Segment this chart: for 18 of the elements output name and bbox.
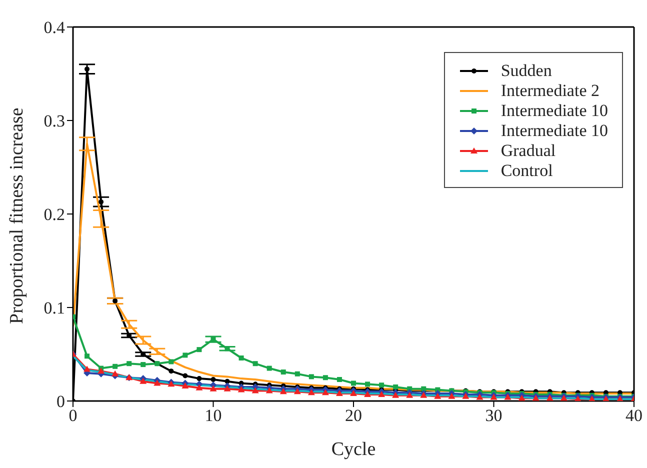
x-tick-label: 20 — [345, 406, 362, 426]
legend-label: Intermediate 10 — [500, 101, 608, 121]
x-tick-label: 30 — [485, 406, 502, 426]
y-tick-label: 0.1 — [44, 298, 65, 318]
x-tick-label: 10 — [204, 406, 222, 426]
y-tick-label: 0.3 — [44, 112, 65, 131]
legend-label: Sudden — [500, 61, 552, 81]
x-tick-label: 0 — [68, 406, 78, 426]
y-tick-label: 0.4 — [44, 18, 66, 38]
y-axis-title: Proportional fitness increase — [6, 108, 28, 324]
legend-label: Gradual — [500, 141, 556, 161]
legend-label: Intermediate 2 — [500, 81, 600, 101]
x-axis-title: Cycle — [331, 439, 376, 460]
y-tick-label: 0.2 — [44, 205, 65, 224]
x-tick-label: 40 — [626, 406, 642, 426]
y-tick-label: 0 — [56, 392, 65, 412]
legend-label: Control — [500, 161, 553, 181]
legend-label: Intermediate 10 — [500, 121, 608, 141]
